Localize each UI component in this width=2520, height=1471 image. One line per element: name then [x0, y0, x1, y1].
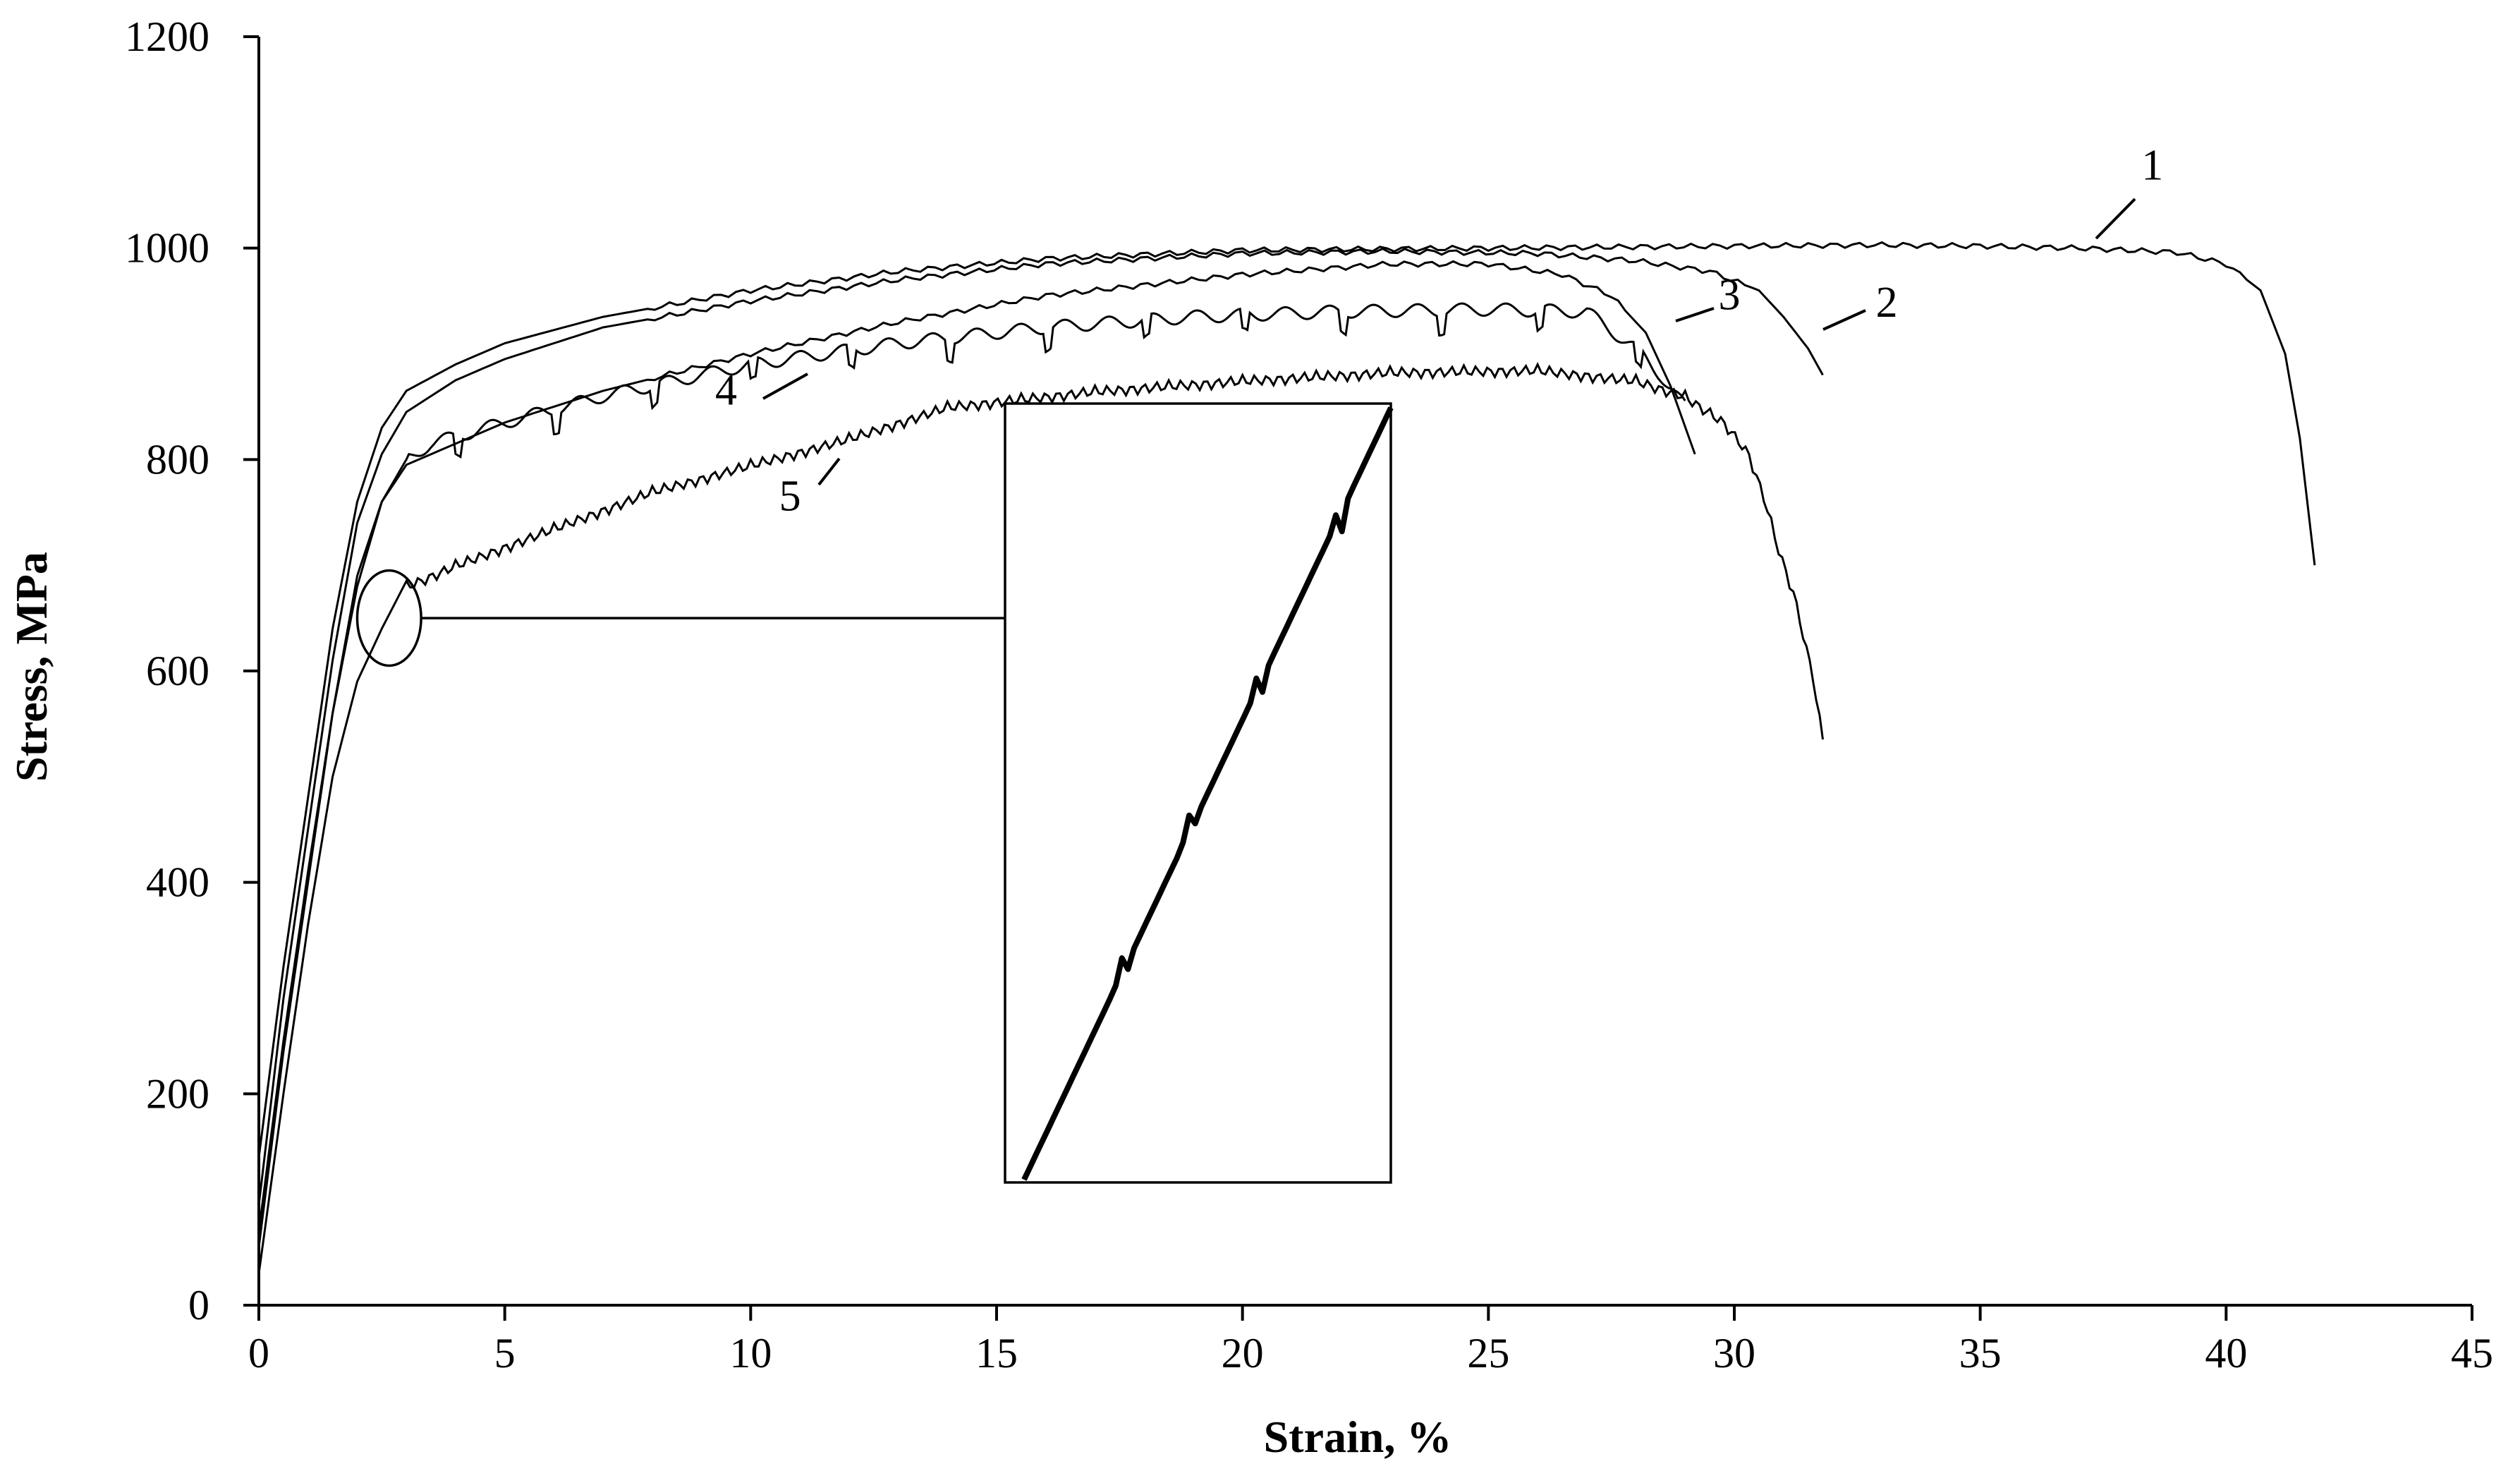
x-tick-label: 5	[494, 1330, 516, 1376]
x-tick-label: 25	[1467, 1330, 1509, 1376]
label-leader-1	[2095, 198, 2136, 240]
x-tick-label: 30	[1713, 1330, 1755, 1376]
label-leader-3	[1675, 307, 1715, 322]
y-tick-label: 1200	[125, 13, 209, 60]
zoom-inset-box	[1004, 402, 1392, 1184]
series-4-line	[257, 302, 1686, 1232]
y-tick-label: 600	[146, 648, 209, 694]
curve-label-2: 2	[1876, 279, 1898, 327]
y-axis-title: Stress, MPa	[6, 552, 56, 782]
series-5-line	[257, 361, 1824, 1274]
label-leader-4	[762, 373, 808, 400]
curves	[257, 241, 2316, 1274]
x-tick-label: 20	[1222, 1330, 1264, 1376]
zoom-inset-curve	[1021, 406, 1394, 1181]
x-tick-label: 10	[729, 1330, 772, 1376]
label-leader-5	[817, 457, 841, 486]
zoom-inset	[355, 402, 1394, 1184]
curve-label-3: 3	[1719, 272, 1741, 320]
series-1-line	[257, 241, 2316, 1158]
y-tick-label: 800	[146, 436, 209, 483]
curve-labels: 1 2 3 4 5	[715, 141, 2163, 520]
curve-label-4: 4	[715, 366, 737, 414]
x-tick-label: 45	[2451, 1330, 2493, 1376]
y-tick-label: 400	[146, 859, 209, 906]
x-tick-label: 35	[1959, 1330, 2002, 1376]
y-tick-label: 200	[146, 1070, 209, 1117]
x-tick-label: 15	[975, 1330, 1018, 1376]
curve-label-5: 5	[779, 472, 801, 520]
x-axis-title: Strain, %	[1264, 1412, 1452, 1462]
curve-label-1: 1	[2141, 141, 2163, 189]
series-2-line	[257, 247, 1824, 1205]
y-tick-label: 0	[188, 1282, 209, 1328]
y-tick-label: 1000	[125, 225, 209, 272]
label-leader-2	[1822, 309, 1866, 331]
x-tick-label: 0	[248, 1330, 269, 1376]
zoom-ellipse	[355, 569, 422, 667]
x-tick-label: 40	[2205, 1330, 2247, 1376]
